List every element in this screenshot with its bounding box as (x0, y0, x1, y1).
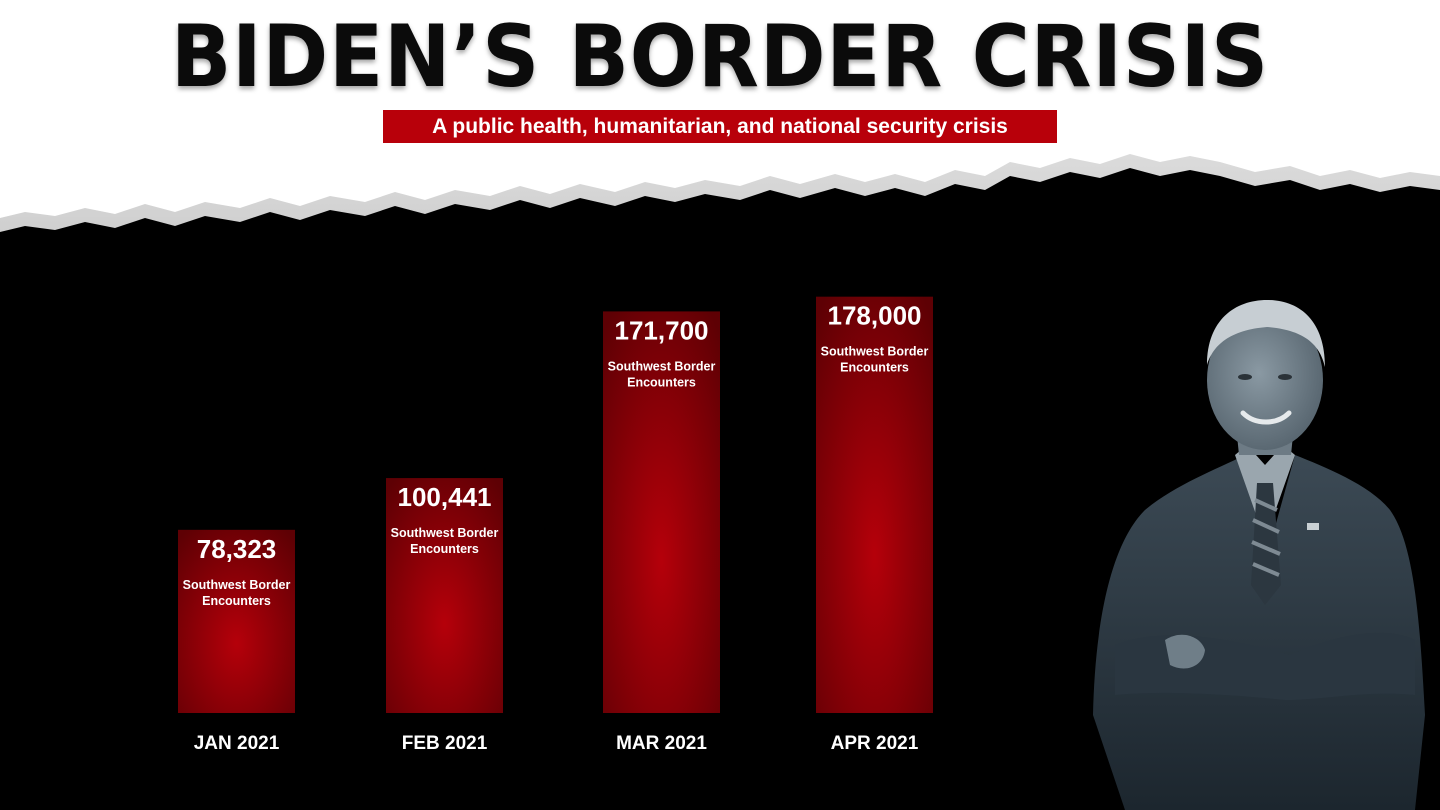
bar-caption: Southwest Border Encounters (183, 578, 291, 608)
bar-caption: Southwest Border Encounters (391, 526, 499, 556)
tie-stripes (1251, 498, 1281, 577)
bar-1 (386, 478, 503, 713)
bar-caption: Southwest Border Encounters (821, 345, 929, 375)
hand (1165, 634, 1205, 669)
bar-value-label: 178,000 (828, 301, 922, 331)
paper-surface (0, 0, 1440, 218)
lapel-pin (1307, 523, 1319, 530)
bar-2 (603, 311, 720, 713)
bar-0 (178, 529, 295, 713)
suit-body (1093, 455, 1425, 810)
bar-caption: Southwest Border Encounters (608, 359, 716, 389)
bar-3 (816, 296, 933, 713)
right-eye (1278, 374, 1292, 380)
x-tick-label: APR 2021 (831, 733, 919, 754)
subtitle-banner: A public health, humanitarian, and natio… (383, 110, 1057, 143)
x-tick-label: FEB 2021 (402, 733, 488, 754)
bars-layer: 78,323 Southwest Border Encounters JAN 2021… (178, 296, 933, 754)
x-tick-label: MAR 2021 (616, 733, 707, 754)
bar-value-label: 78,323 (197, 534, 277, 564)
hair (1207, 300, 1325, 367)
head (1207, 310, 1323, 450)
left-eye (1238, 374, 1252, 380)
bar-value-label: 171,700 (615, 315, 709, 345)
page-title: BIDEN’S BORDER CRISIS (170, 7, 1270, 107)
person-portrait-icon (1093, 300, 1425, 810)
bar-value-label: 100,441 (398, 482, 492, 512)
smile (1240, 410, 1292, 425)
x-tick-label: JAN 2021 (194, 733, 280, 754)
page-subtitle: A public health, humanitarian, and natio… (432, 114, 1008, 138)
